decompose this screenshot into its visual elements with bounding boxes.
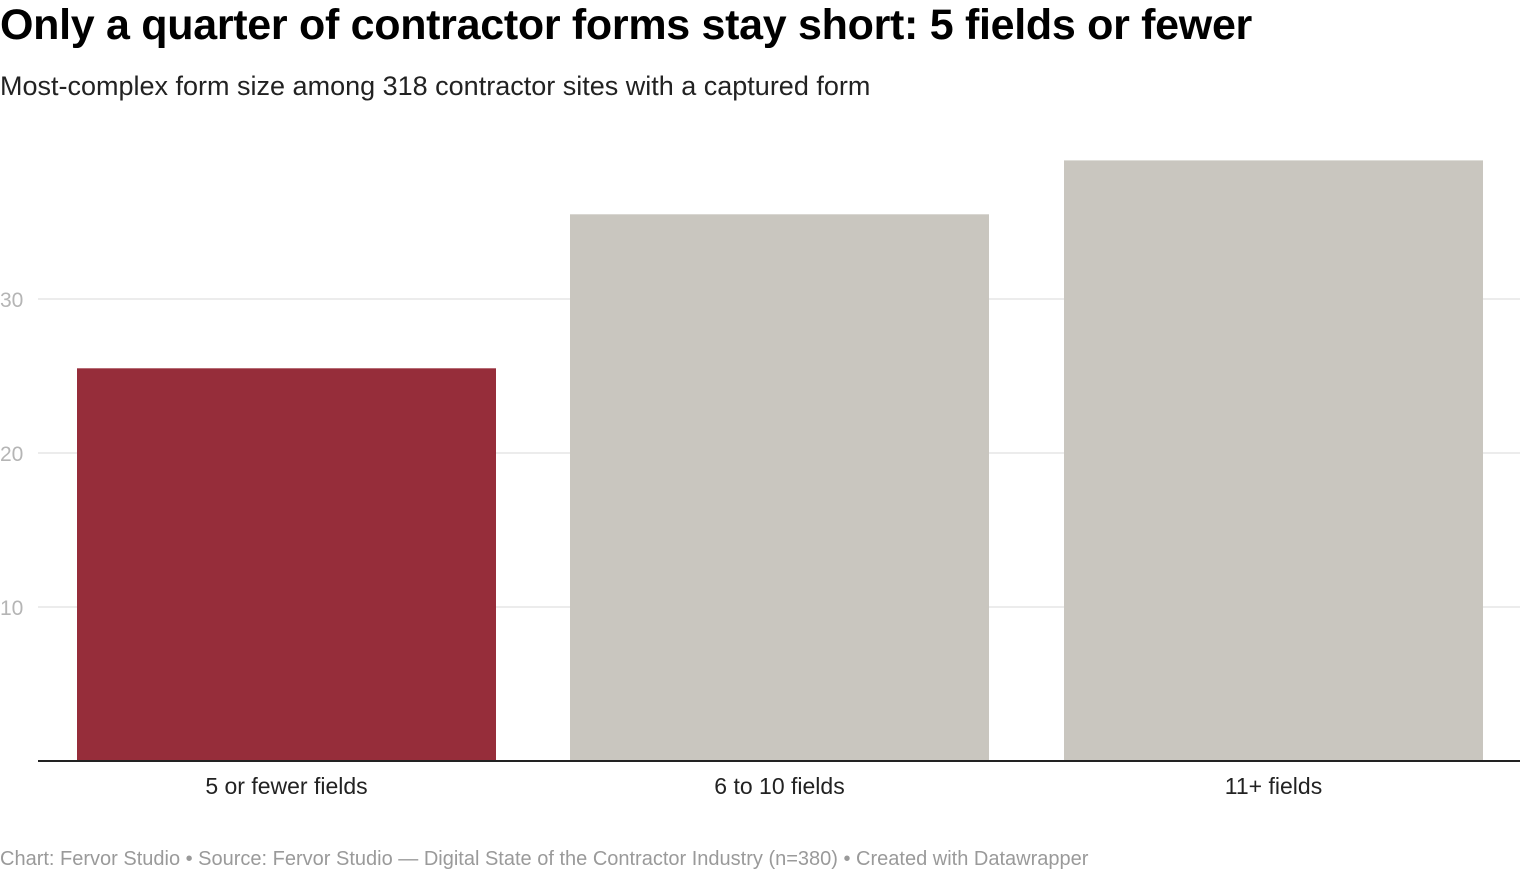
- x-category-label-2: 6 to 10 fields: [714, 773, 844, 799]
- y-tick-label-30: 30: [0, 289, 23, 312]
- x-category-label-3: 11+ fields: [1225, 773, 1322, 799]
- chart-footer: Chart: Fervor Studio • Source: Fervor St…: [0, 848, 1089, 870]
- chart-svg: 10 20 30 5 or fewer fields 6 to 10 fields 11+…: [0, 160, 1520, 799]
- x-category-label-1: 5 or fewer fields: [205, 773, 367, 799]
- chart-subtitle: Most-complex form size among 318 contrac…: [0, 71, 871, 101]
- bar-2: [570, 214, 989, 762]
- bar-chart: 10 20 30 5 or fewer fields 6 to 10 fields 11+…: [0, 120, 1520, 810]
- bar-3: [1064, 160, 1483, 761]
- y-tick-label-20: 20: [0, 443, 23, 466]
- y-tick-label-10: 10: [0, 597, 23, 620]
- chart-title: Only a quarter of contractor forms stay …: [0, 1, 1252, 49]
- bar-1: [77, 368, 496, 761]
